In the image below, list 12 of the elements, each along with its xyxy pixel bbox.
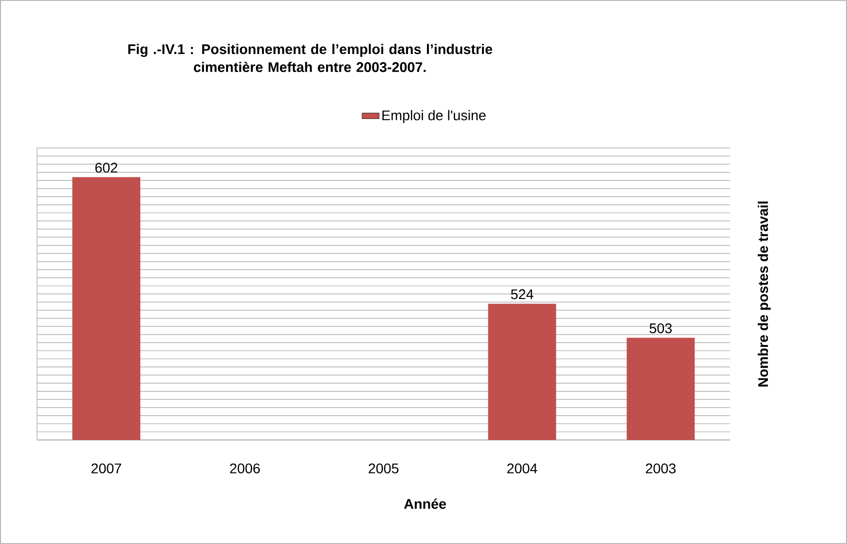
x-tick-label: 2006 <box>230 463 260 474</box>
x-tick-label: 2003 <box>646 463 676 474</box>
x-tick-label: 2004 <box>507 463 538 474</box>
y-axis-title: Nombre de postes de travail <box>758 202 771 386</box>
x-axis-title: Année <box>404 498 446 509</box>
x-tick-label: 2007 <box>92 463 122 474</box>
legend-label: Emploi de l'usine <box>382 110 486 124</box>
data-label: 524 <box>511 289 534 300</box>
x-tick-label: 2005 <box>368 463 398 474</box>
data-label: 503 <box>650 323 672 334</box>
data-label: 602 <box>95 162 118 173</box>
chart-title: Fig .-IV.1 : Positionnement de l’emploi dans l’industrie cimentière Meftah entre 2003-2007. <box>128 44 492 72</box>
